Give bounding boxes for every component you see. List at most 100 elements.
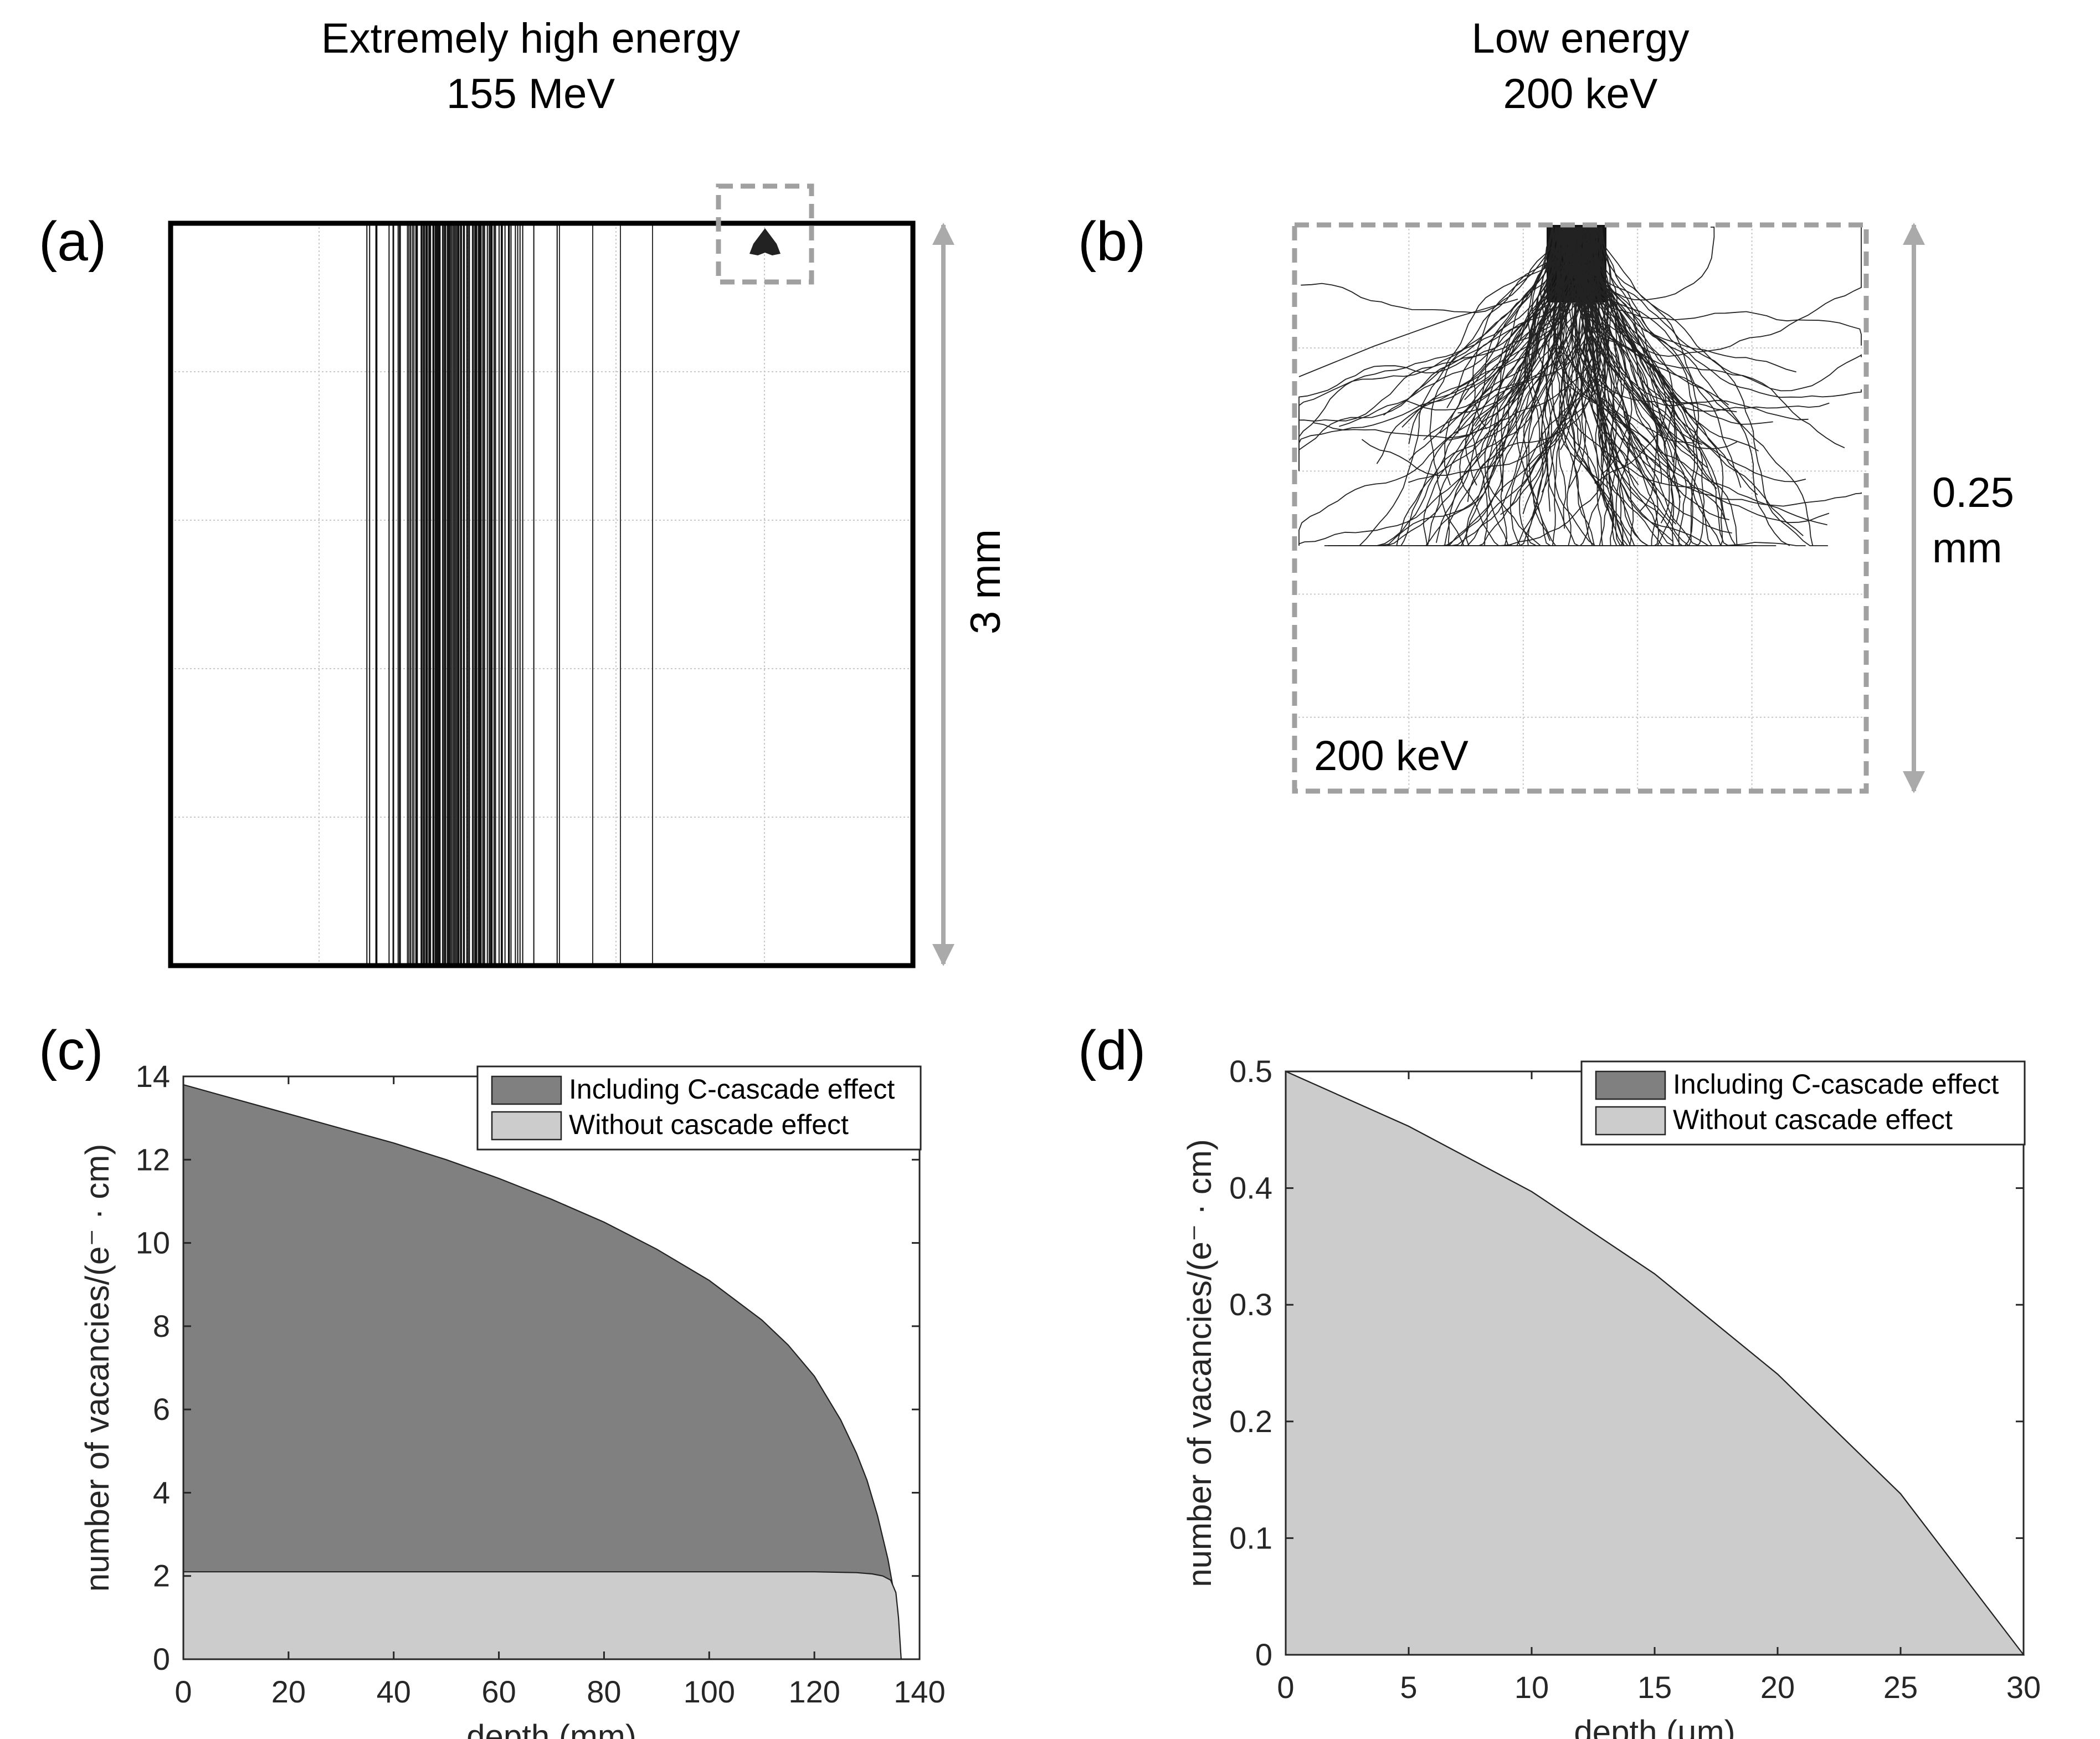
panel-a-trajectory-view: (a) 3 mm <box>39 183 1009 968</box>
panel-b-track <box>1298 227 1553 442</box>
panel-b-track <box>1594 227 1675 546</box>
panel-d-x-tick-label: 25 <box>1883 1670 1918 1705</box>
panel-b-track <box>1404 227 1598 411</box>
panel-b-track <box>1383 227 1570 416</box>
panel-d-y-tick-label: 0 <box>1255 1637 1272 1672</box>
panel-d-x-tick-label: 10 <box>1514 1670 1549 1705</box>
panel-c-legend-swatch <box>491 1075 562 1105</box>
panel-b-track <box>1298 227 1554 471</box>
panel-b-track <box>1565 227 1634 546</box>
panel-b-track <box>1466 227 1577 546</box>
panel-d-legend-swatch <box>1595 1070 1666 1100</box>
panel-b-electron-tracks <box>1298 225 1862 546</box>
panel-d-legend-label: Without cascade effect <box>1673 1104 1953 1135</box>
panel-b-track <box>1575 227 1611 517</box>
panel-c-y-axis-label: number of vacancies/(e⁻ · cm) <box>79 1144 116 1592</box>
panel-b-track <box>1589 227 1693 456</box>
panel-b-inset-frame <box>1292 222 1869 794</box>
panel-b-track <box>1584 227 1730 521</box>
panel-a-inset-box <box>716 183 814 285</box>
panel-b-track <box>1579 227 1758 495</box>
panel-d-y-tick-label: 0.5 <box>1229 1054 1272 1089</box>
panel-a-label: (a) <box>39 211 106 273</box>
panel-b-track <box>1472 227 1554 430</box>
panel-c-x-axis-label: depth (mm) <box>466 1718 636 1739</box>
panel-c-x-tick-label: 0 <box>174 1674 192 1709</box>
panel-b-track <box>1580 227 1862 507</box>
panel-c-x-tick-label: 120 <box>788 1674 840 1709</box>
panel-c-chart: 0 20 40 60 80 100 120 140 0 2 4 6 8 10 12 14 depth (mm) n… <box>79 1059 946 1739</box>
panel-b-track <box>1403 227 1596 546</box>
panel-d-legend-label: Including C-cascade effect <box>1673 1069 1999 1100</box>
panel-c-x-tick-label: 80 <box>587 1674 621 1709</box>
left-column-title: Extremely high energy <box>321 15 740 62</box>
panel-b-track <box>1298 227 1561 546</box>
panel-b-track <box>1569 227 1680 546</box>
panel-d-series-area-without <box>1285 1070 2025 1656</box>
panel-c-y-tick-label: 14 <box>136 1059 170 1094</box>
panel-c-y-tick-label: 2 <box>153 1558 170 1593</box>
panel-d-y-tick-label: 0.1 <box>1229 1520 1272 1555</box>
panel-d-chart: 0 5 10 15 20 25 30 0 0.1 0.2 0.3 0.4 0.5 depth (μm) nu… <box>1181 1054 2041 1739</box>
panel-d-legend-swatch <box>1595 1106 1666 1136</box>
panel-d-x-tick-label: 15 <box>1637 1670 1672 1705</box>
panel-b-track <box>1528 227 1575 541</box>
panel-b-track <box>1577 227 1667 484</box>
panel-a-scale-label: 3 mm <box>962 529 1009 634</box>
left-column-energy: 155 MeV <box>446 70 615 117</box>
panel-b-track <box>1527 227 1609 472</box>
panel-b-track <box>1543 227 1662 468</box>
panel-b-track <box>1582 227 1796 373</box>
panel-c-y-tick-label: 10 <box>136 1225 170 1260</box>
panel-b-track <box>1444 227 1568 486</box>
panel-b-track <box>1328 227 1570 546</box>
panel-a-grid <box>171 223 913 966</box>
panel-c-x-tick-label: 140 <box>894 1674 945 1709</box>
panel-d-x-tick-label: 30 <box>2006 1670 2041 1705</box>
panel-b-track <box>1298 299 1518 377</box>
panel-c-x-tick-label: 20 <box>271 1674 306 1709</box>
panel-b-track <box>1559 227 1632 475</box>
panel-d-x-tick-label: 5 <box>1400 1670 1417 1705</box>
panel-b-inset-energy-label: 200 keV <box>1314 732 1469 779</box>
panel-d-y-tick-label: 0.4 <box>1229 1171 1272 1205</box>
panel-d-y-axis-label: number of vacancies/(e⁻ · cm) <box>1181 1139 1218 1587</box>
panel-c-legend-label: Without cascade effect <box>569 1109 849 1140</box>
panel-c-y-tick-label: 12 <box>136 1142 170 1177</box>
panel-b-track <box>1313 227 1563 439</box>
panel-a-electron-tracks <box>366 223 653 966</box>
panel-b-track <box>1559 227 1675 473</box>
panel-b-track <box>1298 227 1583 546</box>
panel-c-x-tick-label: 100 <box>684 1674 735 1709</box>
panel-c-x-tick-label: 60 <box>481 1674 516 1709</box>
panel-b-track <box>1553 227 1582 546</box>
panel-b-track <box>1601 227 1759 452</box>
panel-c-y-tick-label: 6 <box>153 1392 170 1427</box>
panel-b-trajectory-view: (b) 0.25 mm 200 keV <box>1078 211 2014 794</box>
panel-d-y-tick-label: 0.3 <box>1229 1287 1272 1322</box>
panel-c-x-tick-label: 40 <box>377 1674 411 1709</box>
panel-c-y-tick-label: 8 <box>153 1309 170 1343</box>
panel-c-series-area-without <box>182 1571 902 1660</box>
panel-b-track <box>1298 227 1570 430</box>
panel-b-track <box>1541 227 1595 493</box>
panel-d-label: (d) <box>1078 1019 1146 1081</box>
panel-b-track <box>1435 227 1568 543</box>
panel-d-x-tick-label: 0 <box>1277 1670 1294 1705</box>
panel-b-track <box>1401 227 1566 428</box>
panel-b-track <box>1396 227 1603 546</box>
panel-b-track <box>1301 227 1560 314</box>
panel-a-inset-spot <box>749 228 781 255</box>
panel-c-legend-swatch <box>491 1111 562 1141</box>
panel-b-track <box>1577 227 1862 392</box>
panel-b-track <box>1594 227 1674 446</box>
panel-b-track <box>1442 227 1600 546</box>
panel-d-x-axis-label: depth (μm) <box>1574 1714 1735 1739</box>
panel-b-track <box>1409 227 1578 461</box>
panel-d-x-tick-label: 20 <box>1760 1670 1795 1705</box>
panel-b-track <box>1448 227 1611 441</box>
panel-c-label: (c) <box>39 1019 104 1081</box>
panel-c-y-tick-label: 0 <box>153 1641 170 1676</box>
panel-b-track <box>1561 227 1790 546</box>
panel-c-y-tick-label: 4 <box>153 1475 170 1510</box>
